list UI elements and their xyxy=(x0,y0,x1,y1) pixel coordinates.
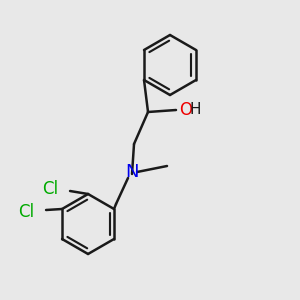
Text: H: H xyxy=(189,103,200,118)
Text: Cl: Cl xyxy=(42,180,58,198)
Text: Cl: Cl xyxy=(18,203,34,221)
Text: O: O xyxy=(179,101,192,119)
Text: N: N xyxy=(125,163,139,181)
